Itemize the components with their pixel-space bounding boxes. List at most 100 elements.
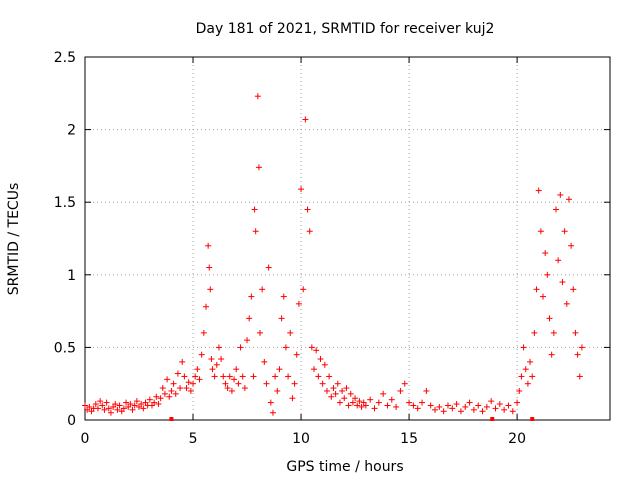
x-tick-label: 20 (508, 431, 526, 447)
data-point (505, 402, 512, 409)
data-point (308, 344, 315, 351)
data-point (202, 303, 209, 310)
data-point (423, 387, 430, 394)
data-point (107, 409, 114, 416)
data-point (384, 402, 391, 409)
data-point (336, 399, 343, 406)
data-point (542, 250, 549, 257)
data-point (561, 228, 568, 235)
data-point (576, 373, 583, 380)
data-point (449, 405, 456, 412)
data-point (540, 293, 547, 300)
data-point (537, 228, 544, 235)
data-point (205, 242, 212, 249)
data-point (432, 406, 438, 413)
data-point (444, 402, 451, 409)
data-point (239, 373, 246, 380)
data-point (520, 344, 527, 351)
data-point (177, 385, 184, 392)
zero-marker (530, 417, 535, 421)
data-point (172, 390, 179, 397)
data-point (356, 398, 363, 405)
data-point (206, 264, 213, 271)
data-point (179, 358, 186, 365)
data-point (198, 351, 205, 358)
data-point (293, 351, 300, 358)
data-point (285, 373, 292, 380)
data-point (250, 373, 257, 380)
data-point (436, 403, 443, 410)
data-point (103, 399, 110, 406)
data-point (222, 380, 229, 387)
data-point (298, 186, 305, 193)
data-point (237, 344, 244, 351)
zero-marker (490, 417, 495, 421)
data-point (326, 373, 333, 380)
data-point (269, 409, 276, 416)
data-point (208, 356, 215, 363)
data-point (393, 403, 400, 410)
data-point (544, 271, 551, 278)
data-point (354, 402, 361, 409)
data-point (323, 387, 330, 394)
data-point (235, 380, 242, 387)
data-point (116, 402, 123, 409)
data-point (343, 385, 350, 392)
data-point (140, 405, 147, 412)
data-point (155, 401, 162, 408)
data-point (196, 376, 203, 383)
data-point (282, 344, 289, 351)
data-point (341, 395, 348, 402)
data-point (332, 390, 339, 397)
data-point (194, 366, 201, 373)
data-point (328, 393, 335, 400)
data-point (419, 399, 426, 406)
data-point (146, 396, 153, 403)
data-point (550, 329, 557, 336)
y-tick-label: 1.5 (54, 195, 76, 211)
data-point (241, 385, 248, 392)
grid (85, 57, 610, 420)
data-point (265, 264, 272, 271)
y-tick-label: 0.5 (54, 340, 76, 356)
data-point (339, 387, 346, 394)
data-point (347, 390, 354, 397)
chart-title: Day 181 of 2021, SRMTID for receiver kuj… (196, 21, 495, 37)
data-point (319, 380, 326, 387)
data-point (114, 406, 121, 413)
data-point (371, 405, 378, 412)
data-point (170, 380, 177, 387)
data-point (349, 399, 356, 406)
data-point (334, 380, 341, 387)
data-point (321, 361, 328, 368)
y-tick-label: 1 (67, 268, 76, 284)
data-point (572, 329, 579, 336)
data-point (105, 405, 112, 412)
y-tick-label: 0 (67, 413, 76, 429)
data-point (559, 279, 566, 286)
data-point (215, 344, 222, 351)
data-point (246, 315, 253, 322)
data-point (546, 315, 553, 322)
data-point (414, 405, 421, 412)
plot-border (84, 56, 611, 421)
data-point (358, 403, 365, 410)
data-point (213, 361, 220, 368)
y-tick-label: 2.5 (54, 50, 76, 66)
data-point (289, 395, 296, 402)
data-point (565, 196, 572, 203)
data-point (99, 402, 106, 409)
data-point (168, 387, 175, 394)
data-point (302, 116, 309, 123)
data-point (555, 257, 562, 264)
data-point (231, 376, 238, 383)
data-point (362, 402, 369, 409)
x-axis-label: GPS time / hours (286, 459, 403, 475)
data-point (123, 399, 130, 406)
y-axis-label: SRMTID / TECUs (6, 183, 22, 296)
x-tick-label: 15 (400, 431, 418, 447)
data-point (174, 370, 181, 377)
data-point (300, 286, 307, 293)
x-tick-label: 5 (189, 431, 198, 447)
plot-frame (84, 56, 611, 421)
